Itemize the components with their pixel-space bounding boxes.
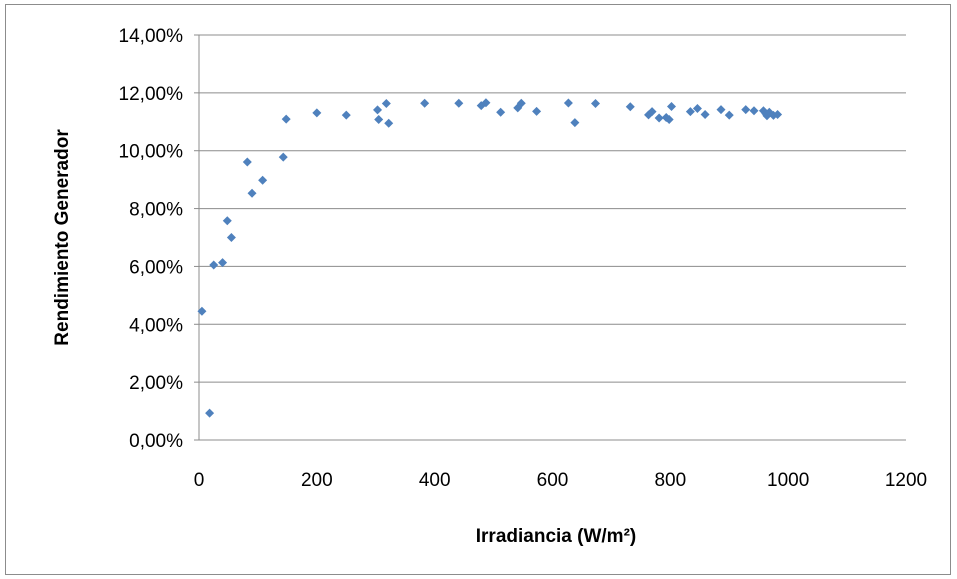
x-axis-tick-labels: 0 200 400 600 800 1000 1200 bbox=[194, 470, 927, 491]
gridlines bbox=[199, 34, 906, 383]
scatter-chart: 0,00% 2,00% 4,00% 6,00% 8,00% 10,00% 12,00% 14,… bbox=[52, 26, 927, 547]
x-tick-label: 600 bbox=[537, 470, 569, 491]
data-point bbox=[247, 188, 257, 198]
y-tick-label: 12,00% bbox=[119, 84, 184, 105]
data-point bbox=[341, 110, 351, 120]
data-point bbox=[700, 110, 710, 120]
data-point bbox=[591, 99, 601, 109]
data-point bbox=[692, 103, 702, 113]
y-axis-title: Rendimiento Generador bbox=[52, 129, 73, 346]
data-point bbox=[278, 152, 288, 162]
data-point bbox=[741, 105, 751, 115]
x-tick-label: 200 bbox=[301, 470, 333, 491]
data-point bbox=[654, 113, 664, 123]
data-points bbox=[197, 98, 783, 418]
data-point bbox=[513, 103, 523, 113]
data-point bbox=[312, 108, 322, 118]
data-point bbox=[516, 98, 526, 108]
data-point bbox=[563, 98, 573, 108]
y-tick-label: 8,00% bbox=[129, 200, 183, 221]
data-point bbox=[218, 258, 228, 268]
x-tick-label: 400 bbox=[419, 470, 451, 491]
data-point bbox=[258, 175, 268, 185]
data-point bbox=[381, 99, 391, 109]
y-tick-label: 6,00% bbox=[129, 257, 183, 278]
data-point bbox=[242, 157, 252, 167]
y-tick-label: 10,00% bbox=[119, 142, 184, 163]
data-point bbox=[454, 98, 464, 108]
data-point bbox=[716, 105, 726, 115]
data-point bbox=[570, 118, 580, 128]
x-tick-label: 800 bbox=[654, 470, 686, 491]
data-point bbox=[773, 110, 783, 120]
y-tick-label: 14,00% bbox=[119, 26, 184, 47]
data-point bbox=[222, 216, 232, 226]
y-axis-tick-labels: 0,00% 2,00% 4,00% 6,00% 8,00% 10,00% 12,00% 14,… bbox=[119, 26, 184, 452]
x-tick-label: 1000 bbox=[767, 470, 809, 491]
data-point bbox=[205, 408, 215, 418]
axes bbox=[194, 34, 906, 441]
data-point bbox=[664, 114, 674, 124]
x-tick-label: 0 bbox=[194, 470, 205, 491]
data-point bbox=[420, 98, 430, 108]
x-axis-title: Irradiancia (W/m²) bbox=[476, 526, 636, 547]
data-point bbox=[197, 306, 207, 316]
y-tick-label: 4,00% bbox=[129, 315, 183, 336]
data-point bbox=[532, 106, 542, 116]
data-point bbox=[724, 110, 734, 120]
data-point bbox=[667, 101, 677, 111]
data-point bbox=[685, 107, 695, 117]
chart-frame: 0,00% 2,00% 4,00% 6,00% 8,00% 10,00% 12,00% 14,… bbox=[5, 4, 951, 575]
data-point bbox=[496, 107, 506, 117]
data-point bbox=[226, 233, 236, 242]
data-point bbox=[384, 118, 394, 128]
data-point bbox=[209, 260, 219, 270]
y-tick-label: 0,00% bbox=[129, 431, 183, 452]
data-point bbox=[647, 107, 657, 117]
x-tick-label: 1200 bbox=[885, 470, 927, 491]
data-point bbox=[374, 114, 384, 124]
y-tick-label: 2,00% bbox=[129, 373, 183, 394]
data-point bbox=[749, 106, 759, 116]
data-point bbox=[625, 102, 635, 112]
data-point bbox=[481, 98, 491, 108]
data-point bbox=[373, 105, 383, 115]
data-point bbox=[281, 114, 291, 124]
